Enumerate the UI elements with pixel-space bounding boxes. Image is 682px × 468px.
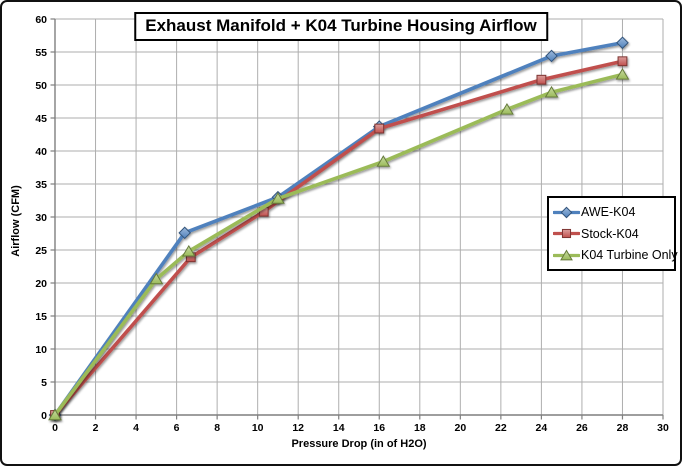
k04-turbine-only-marker-icon [553,249,580,260]
x-tick-label: 4 [133,422,139,434]
x-tick-label: 20 [454,422,466,434]
y-tick-label: 60 [35,14,47,26]
x-tick-label: 22 [495,422,507,434]
x-tick-label: 16 [373,422,385,434]
x-tick-label: 26 [576,422,588,434]
y-tick-label: 5 [41,377,47,389]
legend: AWE-K04 Stock-K04 K04 Turbine Only [547,196,678,271]
legend-item-k04-turbine-only: K04 Turbine Only [553,248,678,263]
x-tick-label: 8 [214,422,220,434]
chart-title: Exhaust Manifold + K04 Turbine Housing A… [134,12,548,41]
series-line-awe-k04 [53,40,625,417]
y-tick-label: 50 [35,80,47,92]
x-tick-label: 6 [174,422,180,434]
legend-item-awe-k04: AWE-K04 [553,205,674,220]
series-line-k04-turbine-only [53,72,625,417]
x-tick-label: 18 [414,422,426,434]
x-tick-label: 10 [252,422,264,434]
y-tick-label: 20 [35,278,47,290]
x-tick-label: 14 [333,422,345,434]
y-tick-label: 35 [35,179,47,191]
y-tick-label: 10 [35,344,47,356]
y-tick-label: 45 [35,113,47,125]
legend-label: Stock-K04 [581,226,639,241]
y-tick-label: 15 [35,311,47,323]
legend-item-stock-k04: Stock-K04 [553,226,674,241]
series-line-stock-k04 [53,59,625,417]
y-tick-label: 55 [35,47,47,59]
stock-k04-marker-icon [553,228,580,239]
x-tick-label: 0 [52,422,58,434]
y-tick-label: 40 [35,146,47,158]
x-tick-label: 28 [617,422,629,434]
x-tick-label: 24 [536,422,548,434]
x-tick-label: 30 [657,422,669,434]
y-tick-label: 0 [41,410,47,422]
axes: 0 2 4 6 8 10 12 14 16 18 20 22 24 26 28 300510152025303… [35,14,669,434]
x-tick-label: 12 [292,422,304,434]
legend-label: K04 Turbine Only [581,248,678,262]
y-tick-label: 25 [35,245,47,257]
series-k04-turbine-only [48,68,630,421]
x-axis-title: Pressure Drop (in of H2O) [291,438,427,450]
y-tick-label: 30 [35,212,47,224]
y-axis-title: Airflow (CFM) [10,185,22,257]
legend-label: AWE-K04 [581,205,636,219]
awe-k04-marker-icon [553,206,580,218]
x-tick-label: 2 [93,422,99,434]
